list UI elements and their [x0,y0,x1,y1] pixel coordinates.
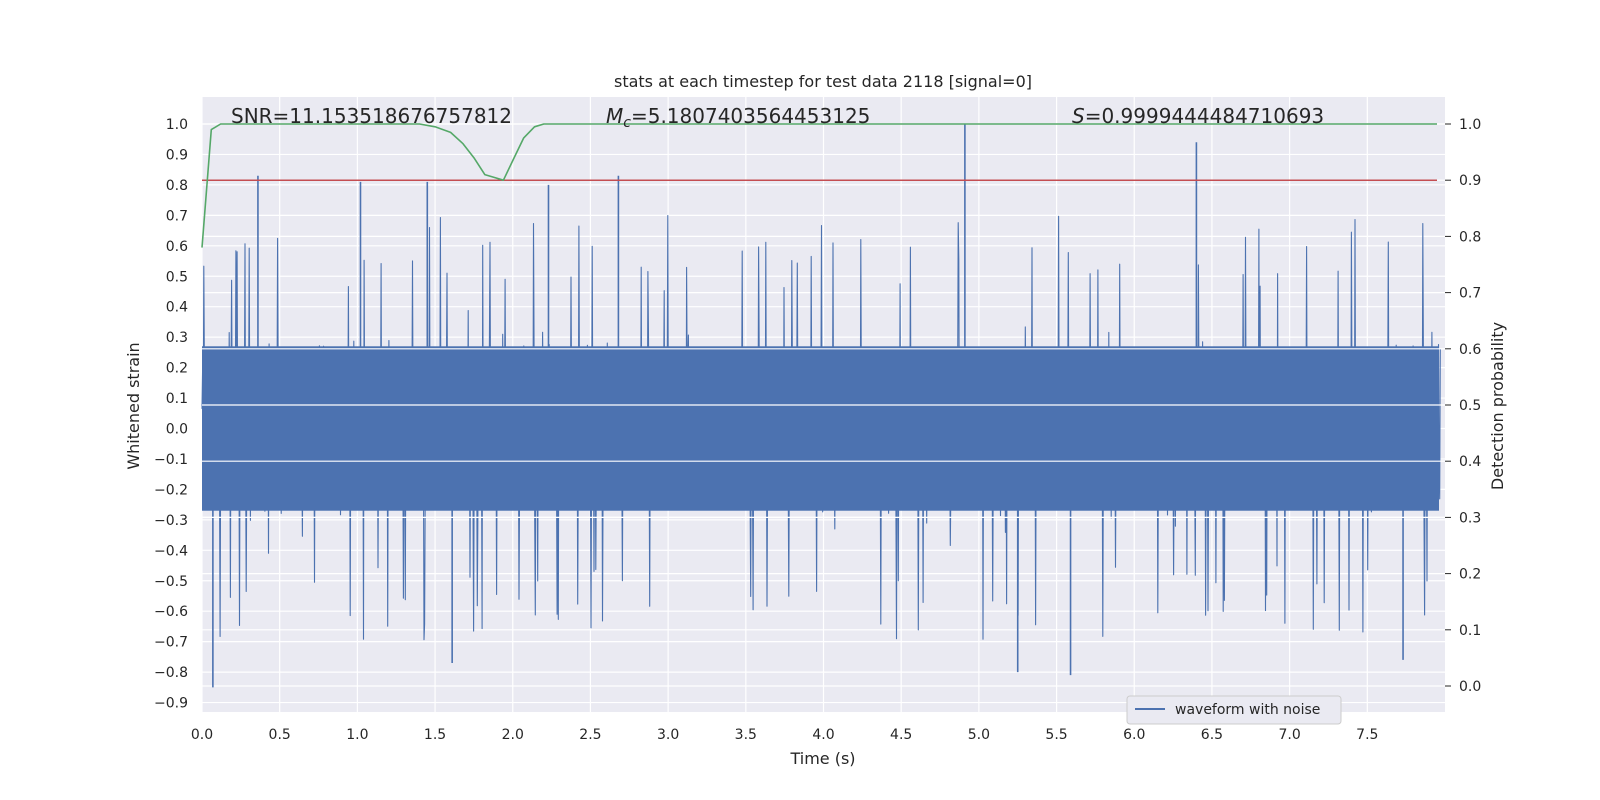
mc-value: =5.1807403564453125 [631,104,870,128]
y-left-tick-label: −0.2 [154,482,188,498]
y-right-tick-label: 0.2 [1459,567,1481,583]
mc-symbol: M [606,104,623,128]
probability-line [201,123,1437,248]
y-right-tick-label: 0.4 [1459,454,1481,470]
x-tick-label: 4.0 [812,727,834,743]
y-right-tick-label: 0.1 [1459,623,1481,639]
x-tick-label: 0.0 [191,727,213,743]
y-right-tick-label: 1.0 [1459,117,1481,133]
s-symbol: S [1072,104,1085,128]
x-tick-label: 7.0 [1278,727,1300,743]
y-left-tick-label: −0.3 [154,513,188,529]
y-left-tick-label: 0.6 [166,239,188,255]
chart-title: stats at each timestep for test data 211… [614,72,1032,91]
y-left-tick-label: −0.8 [154,665,188,681]
y-left-tick-label: −0.7 [154,635,188,651]
chirp-mass-annotation: Mc=5.1807403564453125 [606,104,870,131]
probability-series [201,123,1437,248]
y-left-tick-label: 1.0 [166,117,188,133]
y-left-tick-label: 0.5 [166,269,188,285]
s-value: =0.9999444484710693 [1085,104,1324,128]
y-right-tick-label: 0.7 [1459,286,1481,302]
y-left-tick-label: 0.1 [166,391,188,407]
y-left-tick-label: 0.3 [166,330,188,346]
x-tick-label: 7.5 [1356,727,1378,743]
y-axis-label-left: Whitened strain [124,342,143,469]
x-axis-label: Time (s) [789,749,855,768]
x-axis-ticks: 0.0 0.5 1.0 1.5 2.0 2.5 3.0 3.5 4.0 4.5 5.0 5.5 6.0 6… [191,727,1379,743]
y-left-tick-label: 0.8 [166,178,188,194]
y-left-tick-label: 0.7 [166,208,188,224]
right-y-axis-ticks: 1.0 0.9 0.8 0.7 0.6 0.5 0.4 0.3 0.2 0.1 0.0 [1445,117,1481,695]
legend-label: waveform with noise [1175,702,1320,718]
y-right-tick-label: 0.8 [1459,229,1481,245]
snr-annotation: SNR=11.153518676757812 [231,104,512,128]
left-y-axis-ticks: 1.0 0.9 0.8 0.7 0.6 0.5 0.4 0.3 0.2 0.1 0.0 −0.1 −0.… [154,117,188,712]
y-right-tick-label: 0.0 [1459,679,1481,695]
legend-box [1126,695,1342,725]
x-tick-label: 0.5 [269,727,291,743]
significance-annotation: S=0.9999444484710693 [1072,104,1324,128]
y-left-tick-label: −0.4 [154,543,188,559]
y-right-tick-label: 0.6 [1459,342,1481,358]
x-tick-label: 1.5 [424,727,446,743]
y-left-tick-label: 0.0 [166,422,188,438]
x-tick-label: 4.5 [890,727,912,743]
waveform-core-band [202,346,1439,511]
y-right-tick-label: 0.5 [1459,398,1481,414]
x-tick-label: 3.0 [657,727,679,743]
y-left-tick-label: 0.4 [166,300,188,316]
x-tick-label: 5.5 [1045,727,1067,743]
y-right-tick-label: 0.3 [1459,510,1481,526]
x-tick-label: 6.0 [1123,727,1145,743]
y-axis-label-right: Detection probability [1488,322,1507,490]
y-left-tick-label: −0.9 [154,696,188,712]
x-tick-label: 5.0 [968,727,990,743]
x-tick-label: 2.5 [579,727,601,743]
y-left-tick-label: 0.9 [166,147,188,163]
waveform-series [201,124,1445,688]
x-tick-label: 2.0 [502,727,524,743]
y-right-tick-label: 0.9 [1459,173,1481,189]
y-left-tick-label: 0.2 [166,361,188,377]
mc-subscript: c [623,115,631,131]
y-left-tick-label: −0.5 [154,574,188,590]
legend: waveform with noise [1126,695,1342,725]
y-left-tick-label: −0.6 [154,604,188,620]
x-tick-label: 1.0 [346,727,368,743]
x-tick-label: 6.5 [1201,727,1223,743]
y-left-tick-label: −0.1 [154,452,188,468]
x-tick-label: 3.5 [735,727,757,743]
